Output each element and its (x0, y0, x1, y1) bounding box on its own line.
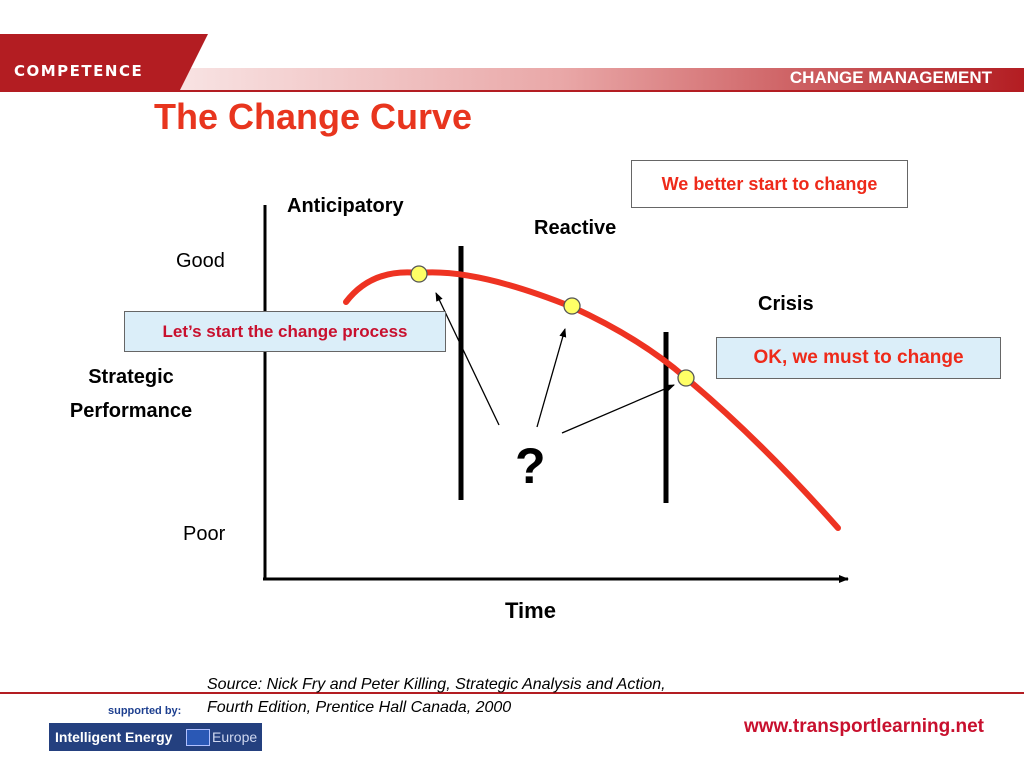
slide-title: The Change Curve (154, 96, 473, 137)
supported-by-label: supported by: (108, 705, 182, 717)
callout-anticipatory: Let’s start the change process (124, 311, 446, 352)
marker-crisis (677, 369, 695, 387)
y-axis-bottom-label: Poor (183, 523, 226, 545)
y-axis-title: Strategic Performance (0, 360, 262, 428)
arrow-to-reactive (536, 328, 567, 428)
y-axis-title-line2: Performance (69, 400, 193, 422)
callout-crisis: OK, we must to change (716, 337, 1001, 379)
source-line-1: Source: Nick Fry and Peter Killing, Stra… (207, 676, 666, 693)
phase-label-anticipatory: Anticipatory (287, 195, 404, 217)
marker-reactive (563, 297, 581, 315)
phase-label-reactive: Reactive (534, 217, 617, 239)
intelligent-energy-logo: Intelligent Energy Europe (49, 723, 262, 751)
brand-logo-text: COMPETENCE (14, 62, 144, 80)
phase-label-crisis: Crisis (758, 293, 814, 315)
website-link[interactable]: www.transportlearning.net (744, 716, 984, 737)
callout-reactive: We better start to change (631, 160, 908, 208)
logo-text: Intelligent Energy (55, 729, 173, 745)
source-line-2: Fourth Edition, Prentice Hall Canada, 20… (207, 699, 512, 716)
arrow-to-anticipatory (435, 292, 500, 426)
source-citation: Source: Nick Fry and Peter Killing, Stra… (207, 673, 666, 719)
header-band (0, 34, 1024, 92)
change-curve-line (343, 269, 841, 531)
section-title: CHANGE MANAGEMENT (789, 68, 992, 87)
x-axis-label: Time (505, 598, 556, 623)
y-axis-top-label: Good (176, 250, 225, 272)
question-mark: ? (515, 438, 546, 494)
marker-anticipatory (410, 265, 428, 283)
arrow-to-crisis (561, 384, 675, 434)
eu-flag-icon (186, 729, 210, 746)
footer-divider (0, 692, 1024, 694)
logo-text-europe: Europe (212, 729, 258, 745)
y-axis-title-line1: Strategic (88, 366, 174, 388)
